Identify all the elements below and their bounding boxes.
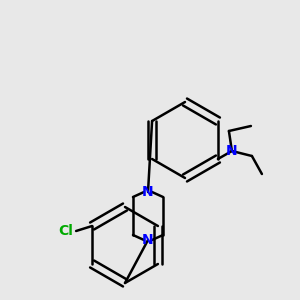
- Text: N: N: [142, 185, 154, 199]
- Text: Cl: Cl: [58, 224, 73, 238]
- Text: N: N: [142, 233, 154, 247]
- Text: N: N: [226, 144, 238, 158]
